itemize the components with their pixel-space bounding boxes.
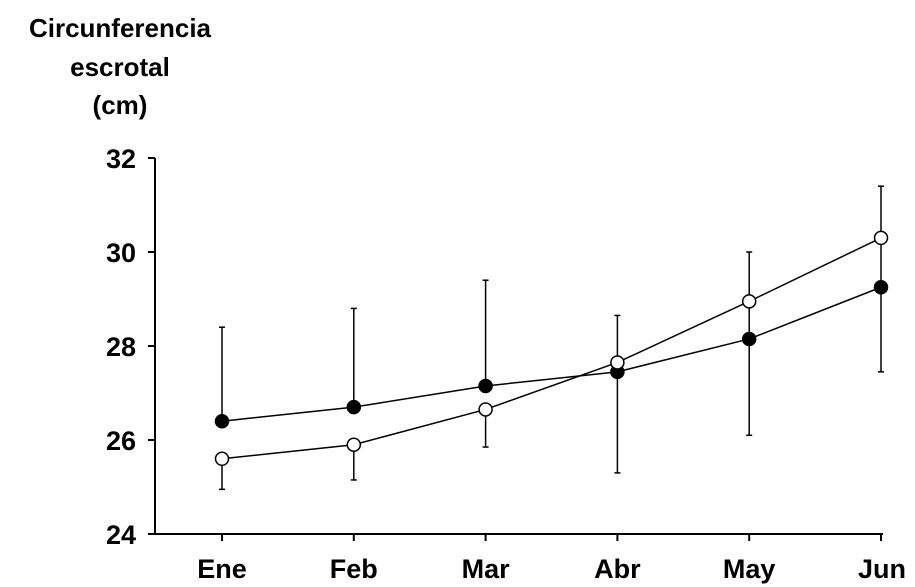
- y-tick-label: 28: [106, 332, 136, 362]
- y-tick-label: 26: [106, 426, 136, 456]
- x-tick-label: May: [723, 554, 776, 584]
- series-line: [221, 286, 882, 422]
- data-point-open: [610, 355, 625, 370]
- series-2: [214, 230, 889, 491]
- y-axis-title-line-3: (cm): [93, 90, 148, 120]
- y-axis-title-line-1: Circunferencia: [29, 13, 212, 43]
- series-line: [221, 237, 882, 460]
- data-point-filled: [873, 280, 889, 295]
- data-point-open: [346, 437, 362, 452]
- x-tick-label: Feb: [330, 554, 378, 584]
- y-tick-label: 32: [106, 144, 136, 174]
- data-point-filled: [741, 331, 757, 347]
- x-tick-label: Jun: [858, 554, 906, 584]
- data-point-filled: [478, 378, 493, 394]
- data-point-open: [873, 230, 889, 246]
- data-point-open: [741, 294, 757, 309]
- series-layer: [214, 185, 889, 491]
- x-axis-ticks: Ene Feb Mar Abr May Jun: [197, 534, 906, 584]
- data-point-open: [214, 451, 230, 467]
- y-axis-ticks: 24 26 28 30 32: [106, 144, 155, 550]
- y-tick-label: 30: [106, 238, 136, 268]
- y-axis-title: Circunferencia escrotal (cm): [29, 13, 212, 120]
- axes: [154, 158, 883, 535]
- x-tick-label: Abr: [594, 554, 641, 584]
- data-point-open: [478, 402, 493, 417]
- y-tick-label: 24: [106, 520, 136, 550]
- data-point-filled: [214, 413, 230, 429]
- x-tick-label: Mar: [462, 554, 511, 584]
- series-1: [214, 185, 889, 474]
- data-point-filled: [346, 399, 362, 415]
- x-tick-label: Ene: [197, 554, 247, 584]
- y-axis-title-line-2: escrotal: [70, 52, 170, 82]
